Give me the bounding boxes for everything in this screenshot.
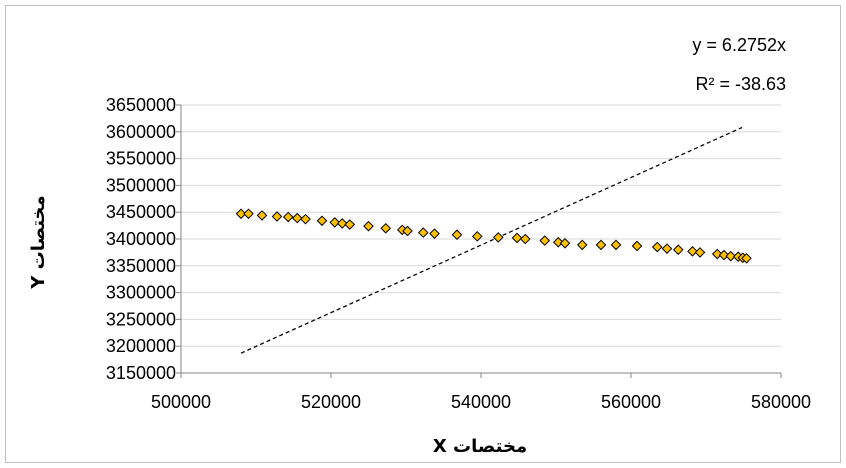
data-point [429, 228, 440, 239]
data-point [344, 219, 356, 230]
data-point [243, 208, 254, 220]
data-point [282, 211, 294, 223]
data-point [363, 220, 374, 232]
data-point [552, 236, 564, 248]
x-tick-label: 500000 [151, 392, 211, 412]
y-tick-label: 3150000 [106, 363, 176, 383]
data-point [539, 235, 551, 246]
data-points [235, 208, 752, 264]
data-point [661, 243, 673, 254]
y-tick-label: 3350000 [106, 256, 176, 276]
data-point [291, 212, 303, 224]
data-point [595, 239, 607, 251]
x-tick-label: 540000 [451, 392, 511, 412]
y-axis-title: مختصات Y [28, 195, 49, 289]
trendline-layer [240, 126, 743, 354]
data-point [672, 244, 684, 256]
data-point [402, 225, 413, 237]
data-point [711, 248, 723, 260]
data-point [492, 232, 504, 243]
data-point [741, 252, 752, 264]
data-point [576, 239, 588, 251]
y-tick-labels: 3150000 3200000 3250000 3300000 3350000 34000… [106, 95, 176, 383]
data-point [694, 247, 706, 258]
data-point [519, 233, 531, 245]
data-point [336, 218, 348, 229]
gridlines [181, 104, 781, 347]
x-tick-labels: 500000 520000 540000 560000 580000 [151, 392, 811, 412]
y-tick-label: 3200000 [106, 336, 176, 356]
data-point [380, 222, 392, 234]
data-point [329, 217, 341, 228]
data-point [511, 232, 523, 244]
y-tick-label: 3250000 [106, 309, 176, 329]
y-tick-label: 3600000 [106, 122, 176, 142]
trendline-r-squared: R² = -38.63 [695, 74, 786, 94]
data-point [687, 246, 698, 257]
y-tick-label: 3500000 [106, 175, 176, 195]
y-tick-label: 3550000 [106, 149, 176, 169]
data-point [610, 239, 622, 251]
x-tick-label: 560000 [601, 392, 661, 412]
data-point [451, 229, 463, 241]
data-point [300, 213, 311, 225]
y-tick-label: 3400000 [106, 229, 176, 249]
axes [176, 104, 782, 378]
data-point [471, 231, 483, 242]
data-point [235, 208, 247, 220]
data-point [271, 211, 283, 222]
y-tick-label: 3450000 [106, 202, 176, 222]
y-tick-label: 3300000 [106, 283, 176, 303]
y-tick-label: 3650000 [106, 95, 176, 115]
data-point [559, 237, 571, 249]
data-point [718, 249, 730, 261]
data-point [631, 240, 643, 252]
data-point [651, 241, 663, 253]
x-tick-label: 520000 [301, 392, 361, 412]
x-tick-label: 580000 [751, 392, 811, 412]
data-point [316, 215, 328, 227]
data-point [256, 210, 268, 221]
data-point [725, 250, 737, 262]
data-point [417, 227, 429, 238]
trendline-equation: y = 6.2752x [692, 35, 786, 55]
trendline [240, 126, 743, 354]
x-axis-title: مختصات X [433, 436, 527, 457]
